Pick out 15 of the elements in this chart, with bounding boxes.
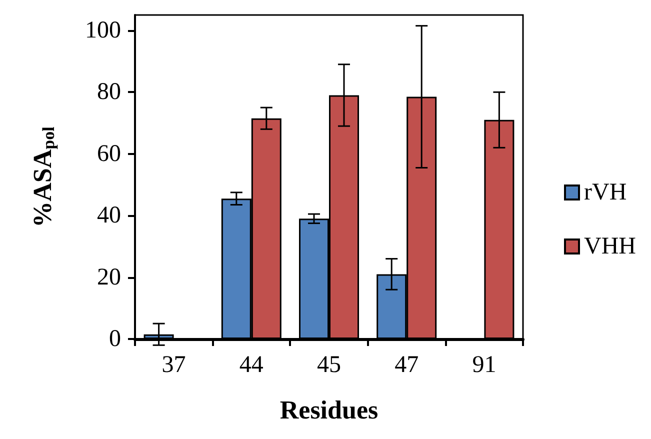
y-tick-label: 20 [97, 264, 121, 290]
x-tick-label: 45 [317, 352, 341, 378]
x-axis-title: Residues [280, 396, 378, 424]
y-axis-title: %ASApol [28, 126, 58, 228]
x-tick-label: 44 [239, 352, 264, 378]
y-tick-label: 100 [85, 17, 121, 44]
legend-label: VHH [584, 234, 636, 260]
y-tick-label: 80 [97, 79, 121, 106]
y-tick-label: 40 [97, 202, 121, 229]
y-tick-label: 60 [97, 140, 121, 167]
y-tick-label: 0 [109, 326, 121, 352]
legend-label: rVH [584, 180, 627, 206]
x-tick-label: 91 [472, 352, 496, 378]
x-tick-label: 37 [162, 352, 186, 378]
x-tick-label: 47 [394, 352, 419, 378]
